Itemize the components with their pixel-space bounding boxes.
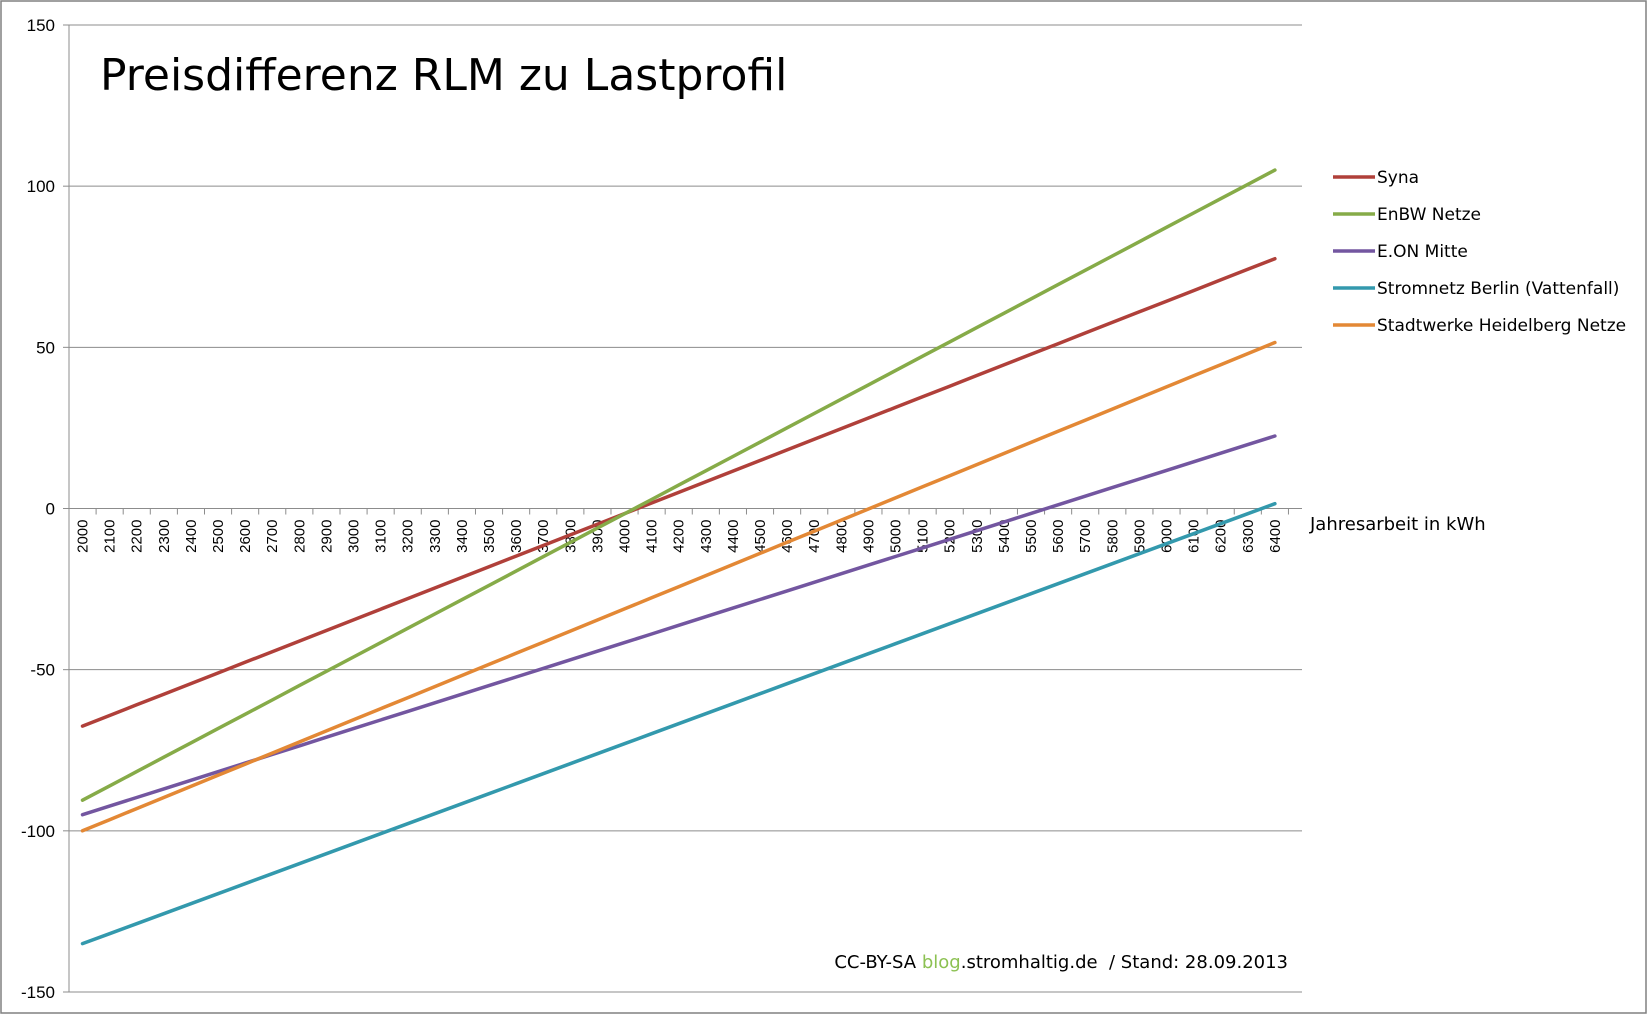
series-line-1 xyxy=(80,168,1277,802)
x-tick-label: 4700 xyxy=(806,520,823,553)
x-tick-label: 5800 xyxy=(1104,520,1121,553)
x-tick-label: 3900 xyxy=(589,520,606,553)
x-tick-label: 6200 xyxy=(1213,520,1230,553)
x-tick-label: 4100 xyxy=(644,520,661,553)
y-tick-label: -50 xyxy=(30,661,55,680)
x-tick-label: 5600 xyxy=(1050,520,1067,553)
x-tick-label: 2300 xyxy=(156,520,173,553)
credit-prefix: CC-BY-SA xyxy=(834,952,922,973)
x-tick-label: 6100 xyxy=(1186,520,1203,553)
series-line-3 xyxy=(80,501,1277,946)
x-tick-label: 4300 xyxy=(698,520,715,553)
y-tick-label: 50 xyxy=(36,338,55,357)
x-tick-label: 6000 xyxy=(1159,520,1176,553)
x-tick-label: 2900 xyxy=(318,520,335,553)
x-tick-label: 3200 xyxy=(400,520,417,553)
x-tick-label: 5200 xyxy=(942,520,959,553)
x-tick-label: 5900 xyxy=(1131,520,1148,553)
x-tick-label: 2800 xyxy=(291,520,308,553)
x-axis-label: Jahresarbeit in kWh xyxy=(1309,514,1486,535)
x-tick-labels: 2000 2100 2200 2300 2400 2500 2600 2700 2800 2900… xyxy=(75,520,1284,553)
chart-title: Preisdifferenz RLM zu Lastprofil xyxy=(100,50,787,101)
series-line-4 xyxy=(80,340,1277,833)
x-tick-label: 5400 xyxy=(996,520,1013,553)
x-tick-label: 5300 xyxy=(969,520,986,553)
x-tick-label: 2600 xyxy=(237,520,254,553)
x-tick-label: 2700 xyxy=(264,520,281,553)
x-tick-label: 4400 xyxy=(725,520,742,553)
x-tick-label: 4500 xyxy=(752,520,769,553)
x-tick-label: 2400 xyxy=(183,520,200,553)
axes xyxy=(63,24,1302,993)
legend-label: Stadtwerke Heidelberg Netze xyxy=(1377,316,1626,336)
x-tick-label: 3400 xyxy=(454,520,471,553)
x-tick-label: 2500 xyxy=(210,520,227,553)
x-tick-label: 4800 xyxy=(833,520,850,553)
x-tick-label: 4000 xyxy=(617,520,634,553)
legend: Syna EnBW Netze E.ON Mitte Stromnetz Berlin… xyxy=(1333,168,1626,336)
x-tick-label: 2100 xyxy=(102,520,119,553)
credit-suffix: .stromhaltig.de / Stand: 28.09.2013 xyxy=(961,952,1288,973)
x-tick-label: 4200 xyxy=(671,520,688,553)
x-tick-label: 3500 xyxy=(481,520,498,553)
legend-label: E.ON Mitte xyxy=(1377,242,1468,262)
x-tick-label: 2000 xyxy=(75,520,92,553)
y-tick-label: 0 xyxy=(46,500,55,519)
x-tick-label: 3000 xyxy=(346,520,363,553)
y-tick-label: -150 xyxy=(21,983,55,1002)
x-tick-label: 3600 xyxy=(508,520,525,553)
legend-label: Syna xyxy=(1377,168,1419,188)
series-line-0 xyxy=(80,256,1277,728)
x-tick-label: 3100 xyxy=(373,520,390,553)
y-tick-label: 100 xyxy=(27,177,55,196)
x-tick-label: 5500 xyxy=(1023,520,1040,553)
x-tick-label: 4900 xyxy=(860,520,877,553)
legend-label: Stromnetz Berlin (Vattenfall) xyxy=(1377,279,1619,299)
series-line-2 xyxy=(80,434,1277,817)
x-tick-label: 3300 xyxy=(427,520,444,553)
y-tick-label: -100 xyxy=(21,822,55,841)
series-lines xyxy=(80,168,1277,946)
credit-highlight: blog xyxy=(922,952,961,973)
y-tick-labels: 150 100 50 0 -50 -100 -150 xyxy=(21,16,55,1002)
x-tick-label: 4600 xyxy=(779,520,796,553)
credit-line: CC-BY-SA blog.stromhaltig.de / Stand: 28… xyxy=(834,952,1288,973)
y-tick-label: 150 xyxy=(27,16,55,35)
x-tick-label: 5000 xyxy=(888,520,905,553)
x-tick-label: 5700 xyxy=(1077,520,1094,553)
legend-label: EnBW Netze xyxy=(1377,205,1481,225)
x-tick-label: 6300 xyxy=(1240,520,1257,553)
x-tick-label: 5100 xyxy=(915,520,932,553)
x-tick-label: 6400 xyxy=(1267,520,1284,553)
x-tick-label: 2200 xyxy=(129,520,146,553)
